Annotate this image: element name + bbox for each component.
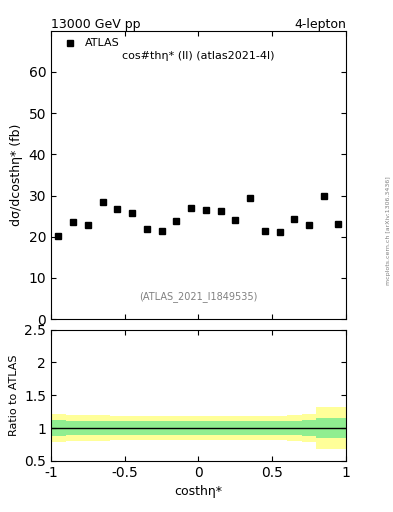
Legend: ATLAS: ATLAS	[57, 36, 121, 51]
Line: ATLAS: ATLAS	[55, 192, 342, 240]
ATLAS	[100, 199, 105, 205]
Text: cos#thη* (ll) (atlas2021-4l): cos#thη* (ll) (atlas2021-4l)	[122, 51, 275, 61]
ATLAS	[277, 229, 282, 235]
ATLAS	[189, 205, 193, 211]
ATLAS	[336, 221, 341, 227]
ATLAS	[56, 233, 61, 239]
ATLAS	[174, 218, 179, 224]
ATLAS	[71, 219, 75, 225]
Y-axis label: dσ/dcosthη* (fb): dσ/dcosthη* (fb)	[10, 124, 23, 226]
ATLAS	[130, 210, 134, 216]
ATLAS	[204, 207, 208, 213]
X-axis label: costhη*: costhη*	[174, 485, 222, 498]
Y-axis label: Ratio to ATLAS: Ratio to ATLAS	[9, 354, 19, 436]
ATLAS	[233, 217, 238, 223]
ATLAS	[292, 216, 297, 222]
Text: (ATLAS_2021_I1849535): (ATLAS_2021_I1849535)	[139, 291, 258, 302]
ATLAS	[145, 226, 149, 232]
Text: mcplots.cern.ch [arXiv:1306.3436]: mcplots.cern.ch [arXiv:1306.3436]	[386, 176, 391, 285]
ATLAS	[321, 193, 326, 199]
ATLAS	[115, 206, 120, 212]
ATLAS	[307, 222, 311, 228]
Text: 4-lepton: 4-lepton	[294, 18, 346, 31]
Text: 13000 GeV pp: 13000 GeV pp	[51, 18, 141, 31]
ATLAS	[263, 227, 267, 233]
ATLAS	[248, 195, 252, 201]
ATLAS	[159, 227, 164, 233]
ATLAS	[218, 208, 223, 215]
ATLAS	[86, 222, 90, 228]
